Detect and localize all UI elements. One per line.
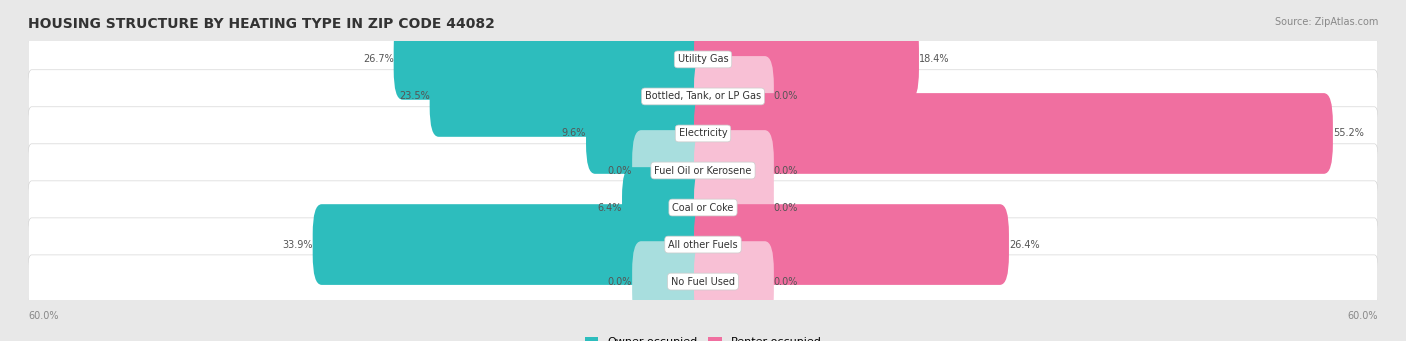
Text: 0.0%: 0.0% [773,203,799,212]
Text: Source: ZipAtlas.com: Source: ZipAtlas.com [1274,17,1378,27]
FancyBboxPatch shape [695,56,773,137]
Text: Utility Gas: Utility Gas [678,55,728,64]
FancyBboxPatch shape [394,19,711,100]
Text: 6.4%: 6.4% [598,203,621,212]
FancyBboxPatch shape [695,130,773,211]
FancyBboxPatch shape [312,204,711,285]
FancyBboxPatch shape [586,93,711,174]
FancyBboxPatch shape [430,56,711,137]
Text: HOUSING STRUCTURE BY HEATING TYPE IN ZIP CODE 44082: HOUSING STRUCTURE BY HEATING TYPE IN ZIP… [28,17,495,31]
Text: 55.2%: 55.2% [1333,129,1364,138]
FancyBboxPatch shape [28,218,1378,271]
Text: 33.9%: 33.9% [283,239,312,250]
Text: Bottled, Tank, or LP Gas: Bottled, Tank, or LP Gas [645,91,761,102]
Text: 60.0%: 60.0% [1347,311,1378,321]
FancyBboxPatch shape [28,181,1378,234]
Text: No Fuel Used: No Fuel Used [671,277,735,286]
Text: 26.7%: 26.7% [363,55,394,64]
FancyBboxPatch shape [28,70,1378,123]
FancyBboxPatch shape [695,93,1333,174]
FancyBboxPatch shape [28,255,1378,308]
FancyBboxPatch shape [695,19,920,100]
Text: 18.4%: 18.4% [920,55,949,64]
Text: 23.5%: 23.5% [399,91,430,102]
Text: 60.0%: 60.0% [28,311,59,321]
Text: 0.0%: 0.0% [773,91,799,102]
Text: 0.0%: 0.0% [607,277,633,286]
FancyBboxPatch shape [695,204,1010,285]
Legend: Owner-occupied, Renter-occupied: Owner-occupied, Renter-occupied [581,332,825,341]
Text: Fuel Oil or Kerosene: Fuel Oil or Kerosene [654,165,752,176]
FancyBboxPatch shape [695,167,773,248]
Text: 0.0%: 0.0% [773,277,799,286]
Text: All other Fuels: All other Fuels [668,239,738,250]
FancyBboxPatch shape [28,144,1378,197]
Text: Coal or Coke: Coal or Coke [672,203,734,212]
Text: 0.0%: 0.0% [773,165,799,176]
FancyBboxPatch shape [633,241,711,322]
FancyBboxPatch shape [28,33,1378,86]
Text: 26.4%: 26.4% [1010,239,1039,250]
FancyBboxPatch shape [621,167,711,248]
Text: Electricity: Electricity [679,129,727,138]
FancyBboxPatch shape [633,130,711,211]
Text: 9.6%: 9.6% [561,129,586,138]
FancyBboxPatch shape [28,107,1378,160]
Text: 0.0%: 0.0% [607,165,633,176]
FancyBboxPatch shape [695,241,773,322]
